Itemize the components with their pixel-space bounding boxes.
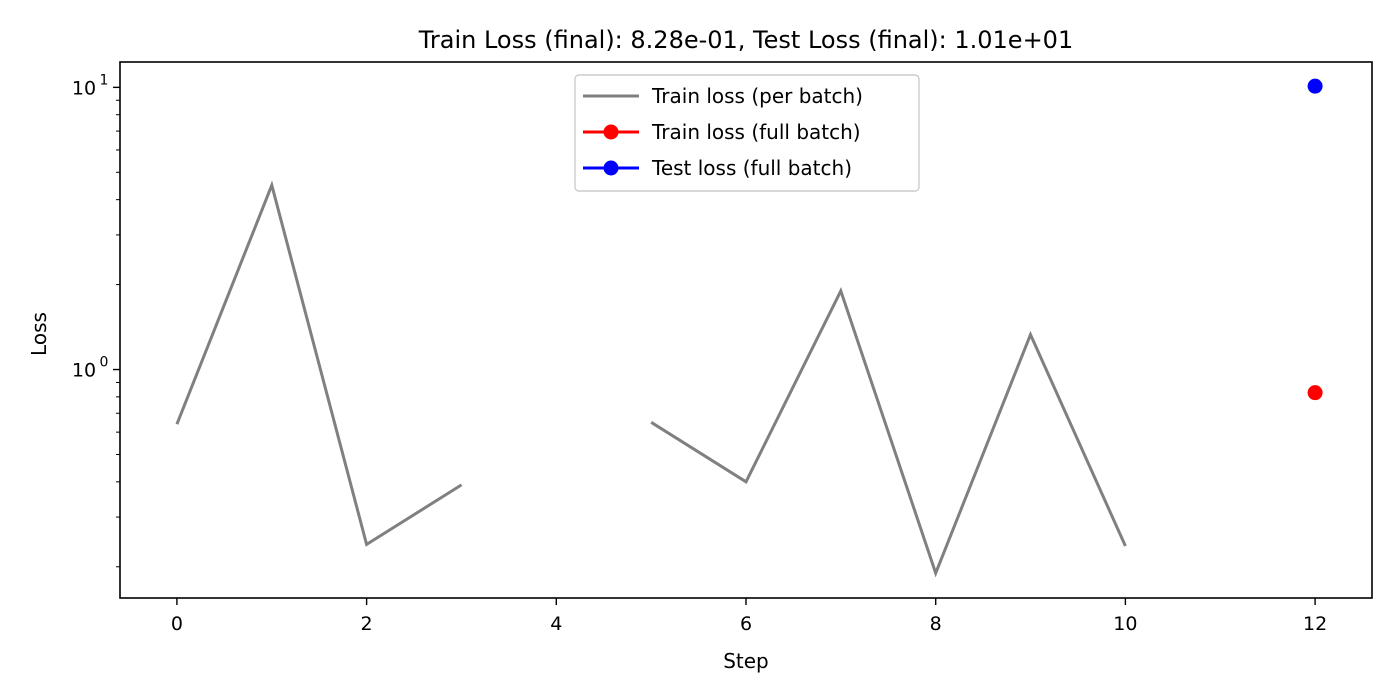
- plot-area: [175, 78, 1323, 578]
- y-tick-label-0: 10: [72, 360, 96, 382]
- y-tick-label-1: 10: [72, 77, 96, 99]
- y-axis-label: Loss: [27, 312, 51, 356]
- chart-title: Train Loss (final): 8.28e-01, Test Loss …: [418, 26, 1073, 54]
- y-tick-exponent-0: 0: [100, 355, 109, 371]
- legend-label-1: Train loss (full batch): [651, 120, 861, 144]
- x-axis-label: Step: [723, 649, 769, 673]
- series-marker-1-0: [1307, 385, 1323, 401]
- x-tick-label-6: 6: [740, 613, 752, 635]
- legend: Train loss (per batch) Train loss (full b…: [574, 74, 920, 192]
- legend-marker-1: [603, 124, 619, 140]
- x-tick-label-4: 4: [550, 613, 562, 635]
- legend-box: [574, 74, 920, 192]
- series-line-train-per-batch-1: [650, 286, 1127, 578]
- y-tick-exponent-1: 1: [100, 72, 109, 88]
- x-tick-label-2: 2: [361, 613, 373, 635]
- x-tick-label-0: 0: [171, 613, 183, 635]
- legend-label-2: Test loss (full batch): [651, 156, 852, 180]
- legend-label-0: Train loss (per batch): [651, 84, 863, 108]
- x-tick-label-10: 10: [1113, 613, 1137, 635]
- x-tick-label-8: 8: [930, 613, 942, 635]
- series-line-train-per-batch-0: [175, 180, 463, 547]
- x-tick-label-12: 12: [1303, 613, 1327, 635]
- series-marker-2-0: [1307, 78, 1323, 94]
- legend-marker-2: [603, 160, 619, 176]
